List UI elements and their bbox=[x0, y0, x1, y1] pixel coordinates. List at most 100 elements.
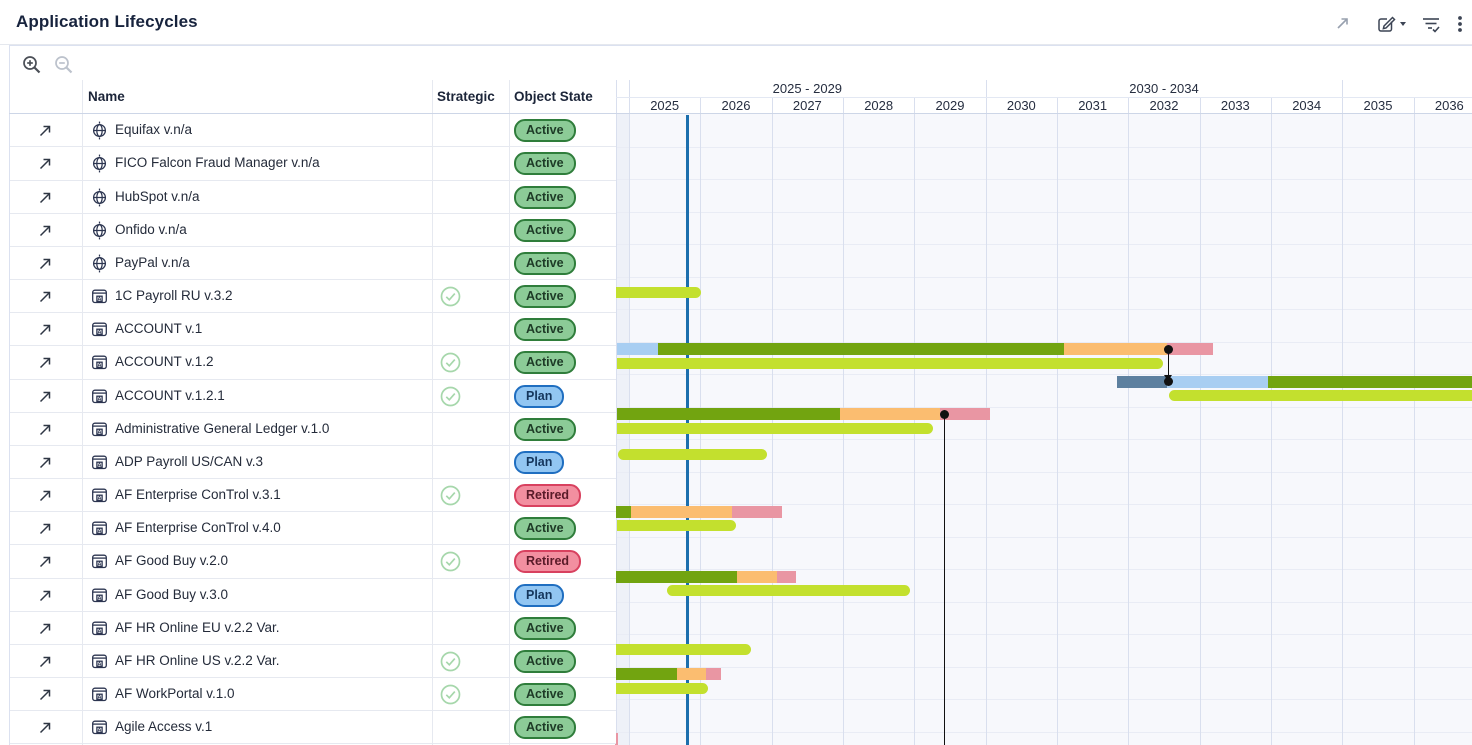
open-fact-sheet-icon[interactable] bbox=[38, 123, 53, 138]
lifecycle-phase-bar-end_of_life[interactable] bbox=[706, 668, 721, 681]
object-state-badge: Plan bbox=[514, 450, 565, 474]
fact-sheet-name[interactable]: AF Enterprise ConTrol v.3.1 bbox=[115, 487, 281, 503]
fact-sheet-name[interactable]: FICO Falcon Fraud Manager v.n/a bbox=[115, 155, 320, 171]
open-fact-sheet-icon[interactable] bbox=[38, 720, 53, 735]
fact-sheet-name[interactable]: ACCOUNT v.1.2 bbox=[115, 354, 214, 370]
open-fact-sheet-icon[interactable] bbox=[38, 289, 53, 304]
fact-sheet-name[interactable]: HubSpot v.n/a bbox=[115, 188, 200, 204]
application-icon: A bbox=[91, 719, 108, 738]
active-period-bar[interactable] bbox=[617, 422, 933, 434]
svg-text:A: A bbox=[98, 595, 102, 601]
open-fact-sheet-icon[interactable] bbox=[38, 521, 53, 536]
active-period-bar[interactable] bbox=[667, 585, 910, 597]
fact-sheet-name[interactable]: Equifax v.n/a bbox=[115, 122, 193, 138]
active-period-bar[interactable] bbox=[616, 644, 751, 656]
object-state-label: Active bbox=[514, 649, 576, 673]
open-fact-sheet-icon[interactable] bbox=[38, 422, 53, 437]
lifecycle-phase-bar-active[interactable] bbox=[616, 570, 737, 583]
milestone-dot[interactable] bbox=[1163, 344, 1173, 354]
zoom-out-icon[interactable] bbox=[53, 54, 75, 76]
timeline-year-label: 2029 bbox=[935, 98, 965, 113]
fact-sheet-name[interactable]: AF WorkPortal v.1.0 bbox=[115, 686, 235, 702]
lifecycle-phase-bar-active[interactable] bbox=[616, 668, 677, 681]
fact-sheet-name[interactable]: AF Good Buy v.2.0 bbox=[115, 553, 229, 569]
gantt-row-line bbox=[616, 406, 1472, 408]
fact-sheet-name[interactable]: ADP Payroll US/CAN v.3 bbox=[115, 453, 264, 469]
lifecycle-phase-bar-phase_in[interactable] bbox=[1167, 375, 1268, 388]
open-fact-sheet-icon[interactable] bbox=[38, 223, 53, 238]
object-state-label: Active bbox=[514, 616, 576, 640]
lifecycle-phase-bar-active[interactable] bbox=[616, 505, 631, 518]
fact-sheet-name[interactable]: Agile Access v.1 bbox=[115, 719, 213, 735]
lifecycle-phase-bar-phase_in[interactable] bbox=[617, 343, 658, 356]
open-fact-sheet-icon[interactable] bbox=[38, 355, 53, 370]
open-fact-sheet-icon[interactable] bbox=[38, 588, 53, 603]
filter-checked-icon[interactable] bbox=[1421, 14, 1443, 34]
timeline-year-label: 2036 bbox=[1434, 98, 1464, 113]
gantt-row-line bbox=[616, 666, 1472, 668]
fact-sheet-name[interactable]: Administrative General Ledger v.1.0 bbox=[115, 420, 330, 436]
object-state-label: Active bbox=[514, 683, 576, 707]
lifecycle-phase-bar-active[interactable] bbox=[1268, 375, 1472, 388]
lifecycle-phase-bar-end_of_life[interactable] bbox=[615, 733, 618, 745]
column-header-strategic: Strategic bbox=[437, 89, 495, 104]
open-fact-sheet-icon[interactable] bbox=[38, 389, 53, 404]
open-in-new-icon[interactable] bbox=[1334, 14, 1356, 34]
active-period-bar[interactable] bbox=[617, 357, 1163, 369]
group-separator-line bbox=[985, 80, 987, 97]
table-row: A Administrative General Ledger v.1.0 Acti… bbox=[10, 412, 616, 446]
svg-text:A: A bbox=[98, 330, 102, 336]
lifecycle-phase-bar-end_of_life[interactable] bbox=[1167, 343, 1213, 356]
object-state-label: Plan bbox=[514, 450, 565, 474]
fact-sheet-name[interactable]: AF HR Online US v.2.2 Var. bbox=[115, 652, 280, 668]
lifecycle-phase-bar-end_of_life[interactable] bbox=[732, 505, 782, 518]
more-vertical-icon[interactable] bbox=[1454, 14, 1466, 34]
zoom-in-icon[interactable] bbox=[21, 54, 43, 76]
active-period-bar[interactable] bbox=[618, 449, 767, 461]
object-state-label: Plan bbox=[514, 583, 565, 607]
open-fact-sheet-icon[interactable] bbox=[38, 554, 53, 569]
active-period-bar[interactable] bbox=[616, 286, 701, 298]
fact-sheet-name[interactable]: PayPal v.n/a bbox=[115, 254, 190, 270]
open-fact-sheet-icon[interactable] bbox=[38, 687, 53, 702]
fact-sheet-name[interactable]: ACCOUNT v.1.2.1 bbox=[115, 387, 225, 403]
open-fact-sheet-icon[interactable] bbox=[38, 621, 53, 636]
open-fact-sheet-icon[interactable] bbox=[38, 156, 53, 171]
table-row: A ACCOUNT v.1.2.1 Plan bbox=[10, 379, 616, 413]
lifecycle-phase-bar-active[interactable] bbox=[617, 408, 840, 421]
fact-sheet-name[interactable]: AF HR Online EU v.2.2 Var. bbox=[115, 619, 280, 635]
lifecycle-phase-bar-plan[interactable] bbox=[1117, 375, 1167, 388]
lifecycle-phase-bar-end_of_life[interactable] bbox=[940, 408, 990, 421]
lifecycle-phase-bar-phase_out[interactable] bbox=[737, 570, 777, 583]
lifecycle-phase-bar-phase_out[interactable] bbox=[840, 408, 940, 421]
open-fact-sheet-icon[interactable] bbox=[38, 190, 53, 205]
fact-sheet-name[interactable]: ACCOUNT v.1 bbox=[115, 321, 203, 337]
fact-sheet-name[interactable]: 1C Payroll RU v.3.2 bbox=[115, 288, 233, 304]
milestone-dot[interactable] bbox=[939, 409, 949, 419]
active-period-bar[interactable] bbox=[1169, 390, 1472, 402]
table-row: A 1C Payroll RU v.3.2 Active bbox=[10, 280, 616, 314]
edit-icon[interactable] bbox=[1376, 14, 1410, 34]
active-period-bar[interactable] bbox=[617, 520, 736, 532]
lifecycle-phase-bar-end_of_life[interactable] bbox=[777, 570, 796, 583]
open-fact-sheet-icon[interactable] bbox=[38, 654, 53, 669]
open-fact-sheet-icon[interactable] bbox=[38, 322, 53, 337]
open-fact-sheet-icon[interactable] bbox=[38, 256, 53, 271]
milestone-dot[interactable] bbox=[1163, 377, 1173, 387]
object-state-badge: Active bbox=[514, 683, 576, 707]
lifecycle-phase-bar-active[interactable] bbox=[658, 343, 1064, 356]
lifecycle-phase-bar-phase_out[interactable] bbox=[631, 505, 732, 518]
fact-sheet-name[interactable]: AF Good Buy v.3.0 bbox=[115, 586, 229, 602]
svg-text:A: A bbox=[98, 661, 102, 667]
open-fact-sheet-icon[interactable] bbox=[38, 488, 53, 503]
year-grid-line bbox=[1199, 97, 1201, 745]
fact-sheet-name[interactable]: AF Enterprise ConTrol v.4.0 bbox=[115, 520, 281, 536]
year-grid-line bbox=[985, 97, 987, 745]
lifecycle-phase-bar-phase_out[interactable] bbox=[1064, 343, 1167, 356]
open-fact-sheet-icon[interactable] bbox=[38, 455, 53, 470]
lifecycle-phase-bar-phase_out[interactable] bbox=[677, 668, 706, 681]
active-period-bar[interactable] bbox=[616, 682, 708, 694]
object-state-badge: Active bbox=[514, 152, 576, 176]
fact-sheet-name[interactable]: Onfido v.n/a bbox=[115, 221, 187, 237]
object-state-label: Active bbox=[514, 185, 576, 209]
